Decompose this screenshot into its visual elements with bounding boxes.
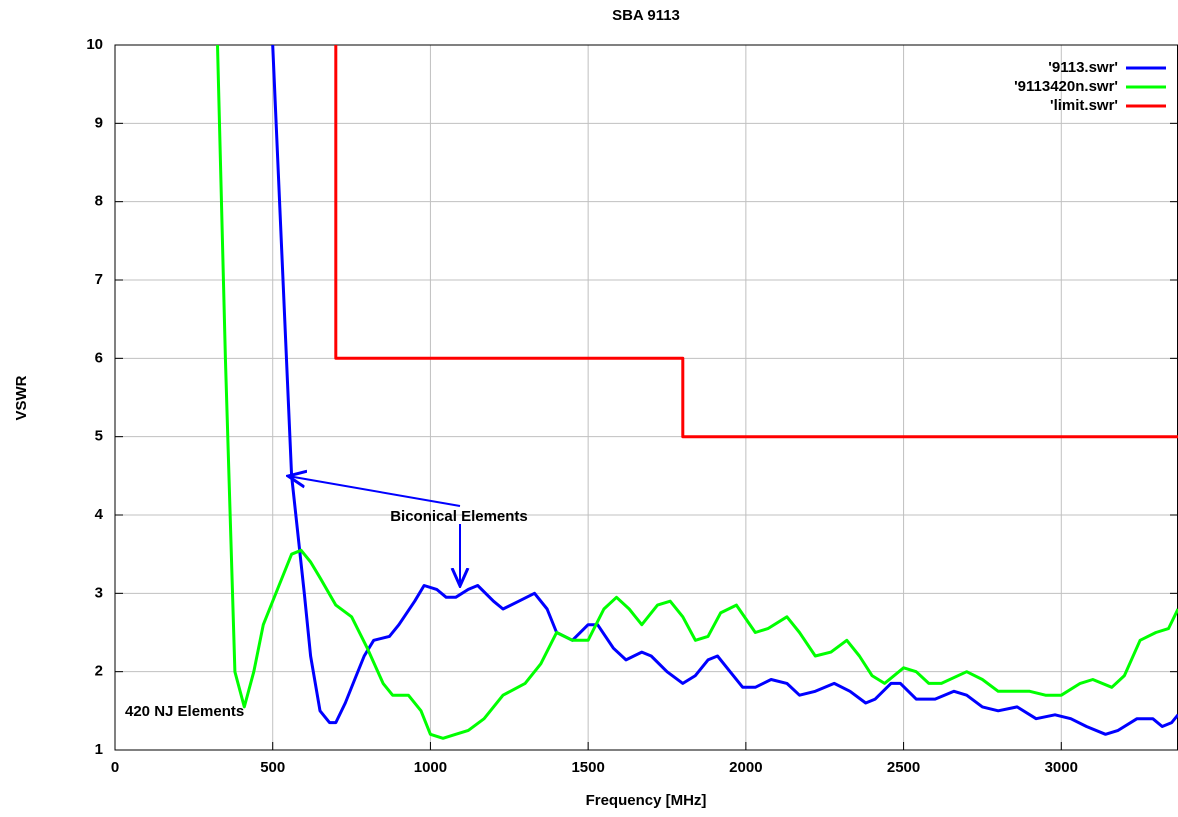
annotation-arrow [288,476,460,506]
x-axis-label: Frequency [MHz] [586,792,707,809]
series-line [218,45,1178,738]
y-tick-label: 2 [95,663,103,680]
y-tick-label: 10 [86,36,103,53]
legend-label: '9113420n.swr' [1014,78,1118,95]
annotation: Biconical Elements [390,508,528,525]
y-tick-label: 3 [95,584,103,601]
y-tick-label: 4 [95,506,104,523]
y-tick-label: 7 [95,271,103,288]
x-tick-label: 2000 [729,759,762,776]
chart-title: SBA 9113 [612,7,680,24]
legend-label: '9113.swr' [1048,59,1118,76]
annotation: 420 NJ Elements [125,703,244,720]
y-tick-label: 1 [95,741,103,758]
y-tick-label: 6 [95,349,103,366]
legend-label: 'limit.swr' [1050,97,1118,114]
y-axis-label: VSWR [13,375,30,420]
y-tick-label: 8 [95,193,103,210]
x-tick-label: 1500 [571,759,604,776]
x-tick-label: 2500 [887,759,920,776]
plot-frame [115,45,1178,750]
series-line [273,45,1178,734]
x-tick-label: 1000 [414,759,447,776]
y-tick-label: 9 [95,114,103,131]
y-tick-label: 5 [95,428,103,445]
x-tick-label: 0 [111,759,119,776]
x-tick-label: 3000 [1045,759,1078,776]
x-tick-label: 500 [260,759,285,776]
